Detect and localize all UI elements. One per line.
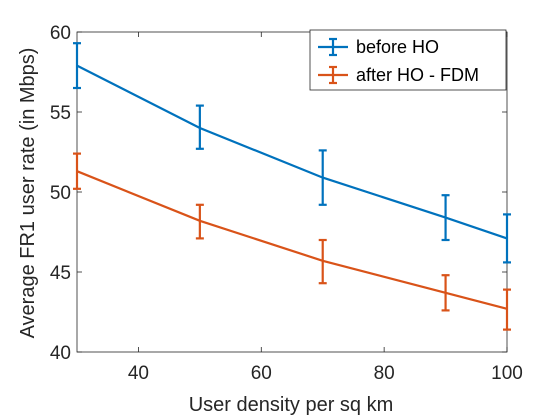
ticks-layer: 40 60 80 100 40 45 50 55 60 bbox=[50, 23, 523, 384]
series-before-ho bbox=[73, 42, 511, 264]
legend-item-after-ho-fdm: after HO - FDM bbox=[318, 65, 479, 85]
x-tick-label: 40 bbox=[128, 363, 149, 384]
legend-item-before-ho: before HO bbox=[318, 37, 439, 57]
y-axis-title: Average FR1 user rate (in Mbps) bbox=[17, 48, 39, 339]
x-axis-title: User density per sq km bbox=[189, 394, 394, 416]
series-layer bbox=[73, 42, 511, 331]
x-tick-label: 60 bbox=[251, 363, 272, 384]
legend-label-after-ho-fdm: after HO - FDM bbox=[356, 65, 479, 85]
series-after-ho-fdm bbox=[73, 152, 511, 331]
y-tick-label: 55 bbox=[50, 103, 71, 124]
x-tick-label: 80 bbox=[374, 363, 395, 384]
y-tick-label: 50 bbox=[50, 183, 71, 204]
y-tick-label: 40 bbox=[50, 343, 71, 364]
legend: before HO after HO - FDM bbox=[309, 29, 507, 91]
legend-box bbox=[309, 29, 507, 91]
legend-label-before-ho: before HO bbox=[356, 37, 439, 57]
y-tick-label: 45 bbox=[50, 263, 71, 284]
y-tick-label: 60 bbox=[50, 23, 71, 44]
x-tick-label: 100 bbox=[491, 363, 523, 384]
